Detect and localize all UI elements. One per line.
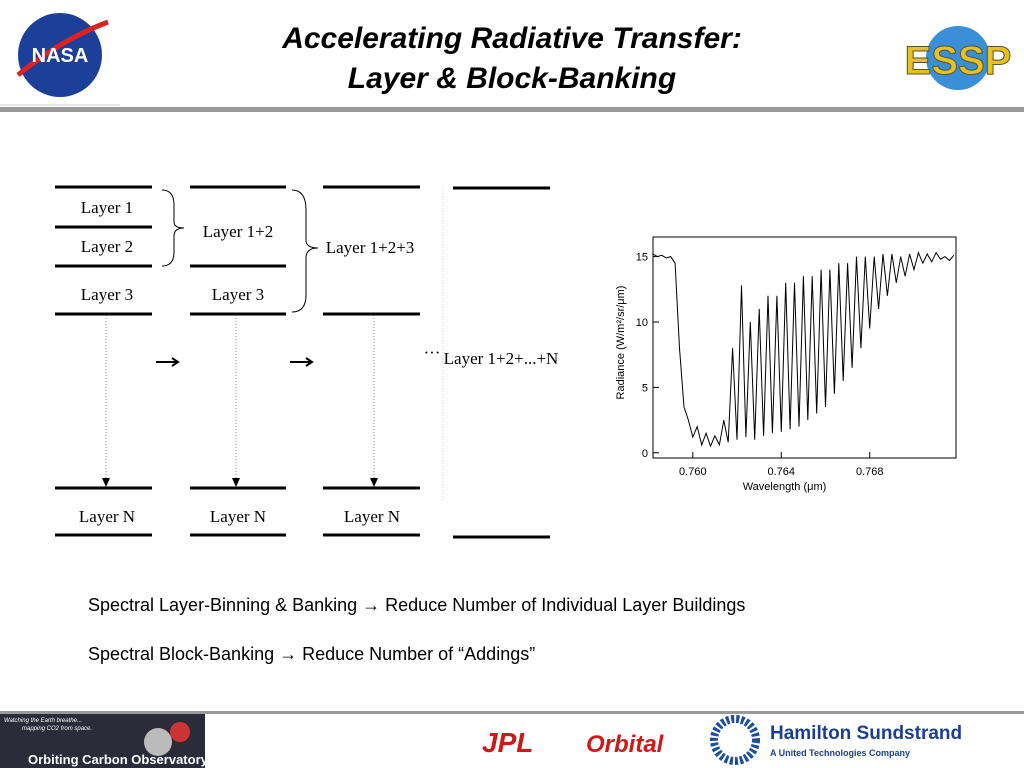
footer-rule (0, 711, 1024, 714)
x-tick-label: 0.764 (768, 466, 796, 478)
nasa-swoosh (16, 19, 109, 77)
essp-globe (926, 26, 990, 90)
title-line: Accelerating Radiative Transfer: (281, 22, 742, 55)
radiance-plot: 0.760 0.764 0.768 0 5 10 15 Wavelength (μm) Radi… (615, 236, 957, 493)
tagline: Watching the Earth breathe... (4, 718, 82, 724)
layer-label: Layer N (210, 507, 266, 526)
mission-name: Orbiting Carbon Observatory (28, 752, 209, 767)
layer-label: Layer N (79, 507, 135, 526)
layer-label: Layer 1+2+3 (326, 238, 415, 257)
dotted-arrows (105, 190, 444, 500)
layer-lines (55, 185, 550, 539)
layer-label: Layer 1+2+...+N (444, 349, 559, 368)
y-tick-label: 5 (642, 382, 648, 394)
brace (291, 189, 319, 313)
layer-label: Layer N (344, 507, 400, 526)
step-arrows (156, 357, 314, 367)
jpl-logo: JPL (482, 727, 533, 758)
diagram: Layer 1 Layer 2 Layer 3 Layer N Layer 1+… (55, 185, 559, 539)
tagline: mapping CO2 from space. (22, 726, 92, 732)
bullet: Spectral Block-Banking → Reduce Number o… (88, 644, 535, 664)
nasa-text: NASA (32, 45, 89, 67)
arrowheads (102, 478, 378, 487)
ellipsis: ··· (424, 343, 441, 362)
title-line: Layer & Block-Banking (348, 62, 676, 95)
x-tick-label: 0.768 (856, 466, 884, 478)
layer-label: Layer 3 (81, 285, 133, 304)
layer-label: Layer 2 (81, 237, 133, 256)
plot-frame (652, 236, 957, 459)
layer-label: Layer 1 (81, 198, 133, 217)
molecule (170, 722, 190, 742)
bullet: Spectral Layer-Binning & Banking → Reduc… (88, 595, 745, 615)
molecule (144, 728, 172, 756)
y-axis-label: Radiance (W/m²/sr/μm) (615, 286, 627, 400)
orbital-logo: Orbital (586, 731, 665, 758)
y-tick-label: 0 (642, 448, 648, 460)
brace (161, 189, 185, 267)
layer-label: Layer 3 (212, 285, 264, 304)
y-tick-label: 10 (636, 317, 648, 329)
layer-label: Layer 1+2 (203, 222, 273, 241)
header-rule (0, 107, 1024, 112)
x-axis-label: Wavelength (μm) (743, 481, 827, 493)
y-tick-label: 15 (636, 252, 648, 264)
spectrum-line (652, 251, 955, 448)
x-tick-label: 0.760 (679, 466, 707, 478)
hs-sub: A United Technologies Company (770, 748, 910, 758)
hs-logo (710, 715, 760, 765)
hs-name: Hamilton Sundstrand (770, 723, 962, 744)
essp-text: ESSP (905, 39, 1012, 83)
